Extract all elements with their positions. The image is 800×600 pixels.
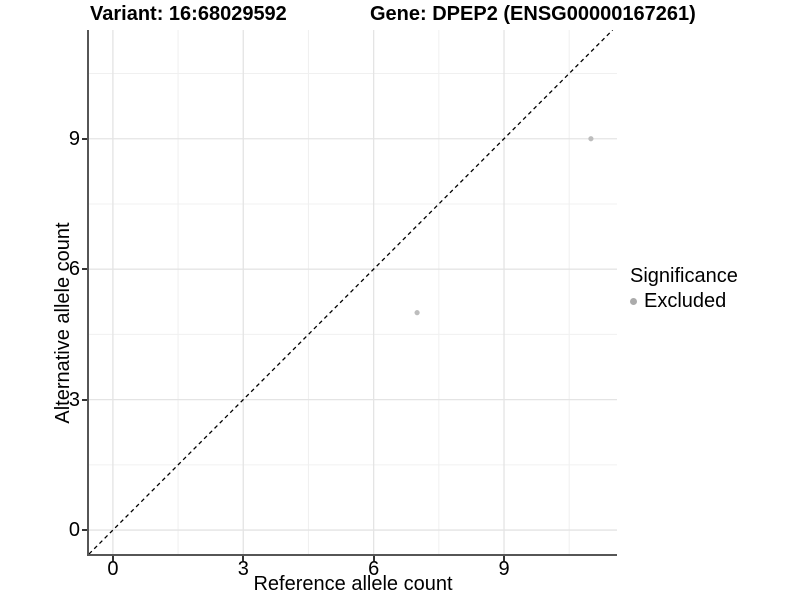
y-tick-label: 0 xyxy=(68,519,80,542)
x-tick-mark xyxy=(242,556,245,561)
x-axis-title: Reference allele count xyxy=(253,573,453,595)
y-axis-line xyxy=(87,30,89,556)
x-tick-label: 6 xyxy=(368,558,380,580)
y-tick-label: 6 xyxy=(68,258,80,281)
x-tick-label: 3 xyxy=(237,558,249,580)
plot-title-variant: Variant: 16:68029592 xyxy=(90,3,287,25)
data-point xyxy=(414,310,420,316)
y-tick-label: 3 xyxy=(68,388,80,411)
legend: Significance Excluded xyxy=(630,263,738,313)
y-tick-label: 9 xyxy=(68,127,80,150)
plot-panel xyxy=(89,30,617,554)
x-tick-mark xyxy=(503,556,505,561)
plot-title-gene: Gene: DPEP2 (ENSG00000167261) xyxy=(370,3,696,25)
x-axis-line xyxy=(87,554,617,556)
y-axis-title: Alternative allele count xyxy=(52,222,74,424)
panel-canvas xyxy=(89,30,617,554)
y-tick-mark xyxy=(82,529,87,532)
legend-title: Significance xyxy=(630,265,738,287)
y-tick-mark xyxy=(82,398,87,401)
excluded-point-icon xyxy=(630,297,637,305)
x-tick-label: 9 xyxy=(498,558,510,580)
legend-item-label: Excluded xyxy=(644,290,727,312)
legend-item-excluded: Excluded xyxy=(630,289,738,313)
x-tick-mark xyxy=(111,556,114,561)
identity-dashed-line xyxy=(89,30,614,554)
y-tick-mark xyxy=(82,137,87,140)
x-tick-mark xyxy=(372,556,375,561)
y-tick-mark xyxy=(82,268,87,271)
x-tick-label: 0 xyxy=(107,558,119,580)
data-point xyxy=(588,136,594,142)
